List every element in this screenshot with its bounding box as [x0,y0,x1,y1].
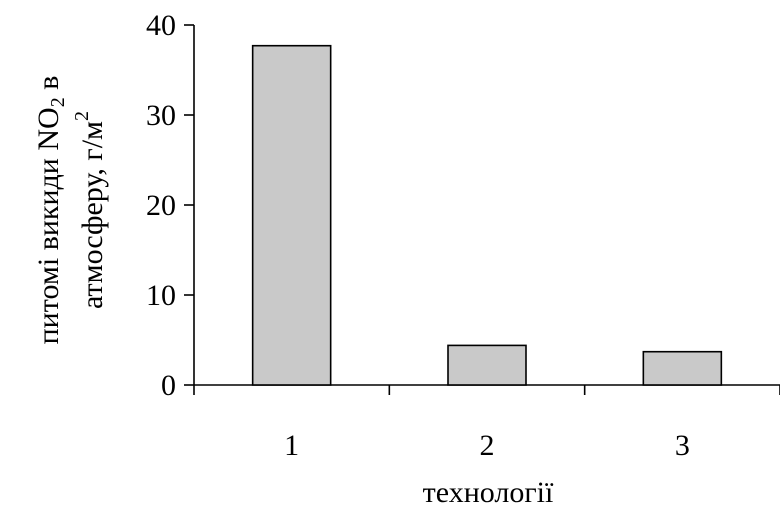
y-axis-label: питомі викиди NO2 в атмосферу, г/м2 [32,76,109,345]
x-tick-label-3: 3 [675,429,690,462]
y-tick-label: 30 [146,99,176,132]
y-axis-label-subscript: 2 [47,97,69,107]
svg-text:питомі викиди NO2 в: питомі викиди NO2 в [32,76,69,345]
y-axis-label-line1-end: в [32,76,65,98]
y-tick-labels: 0 10 20 30 40 [146,9,176,402]
y-axis-label-line1: питомі викиди NO [32,107,65,344]
y-axis-label-superscript: 2 [71,111,93,121]
y-tick-label: 40 [146,9,176,42]
x-tick-labels: 1 2 3 [284,429,690,462]
bar-3 [642,350,723,386]
x-tick-label-2: 2 [480,429,495,462]
x-tick-label-1: 1 [284,429,299,462]
y-tick-label: 20 [146,189,176,222]
x-axis-label: технології [423,476,554,509]
svg-text:атмосферу, г/м2: атмосферу, г/м2 [71,111,109,309]
y-tick-label: 10 [146,279,176,312]
bar-2 [447,344,527,386]
y-tick-label: 0 [161,369,176,402]
y-axis-label-line2: атмосферу, г/м [76,121,109,309]
bars [251,44,723,386]
bar-1 [251,44,332,386]
